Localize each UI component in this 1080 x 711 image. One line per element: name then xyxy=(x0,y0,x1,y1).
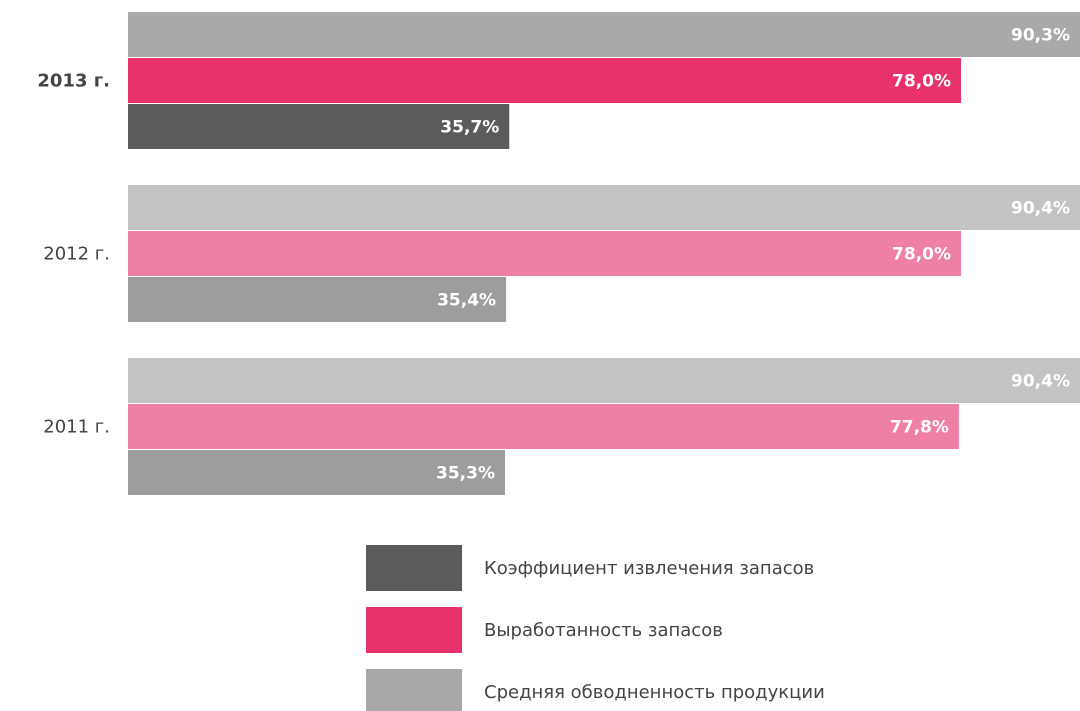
legend-label: Средняя обводненность продукции xyxy=(484,682,825,703)
value-label: 78,0% xyxy=(892,245,951,265)
legend-label: Выработанность запасов xyxy=(484,620,723,641)
bar xyxy=(128,358,1080,403)
value-label: 90,4% xyxy=(1011,372,1070,392)
value-label: 35,3% xyxy=(436,464,495,484)
category-label: 2013 г. xyxy=(37,71,110,92)
bar xyxy=(128,104,510,149)
bar xyxy=(128,277,507,322)
value-label: 90,3% xyxy=(1011,26,1070,46)
legend-swatch xyxy=(366,545,462,591)
value-label: 35,4% xyxy=(437,291,496,311)
legend-swatch xyxy=(366,669,462,711)
value-label: 90,4% xyxy=(1011,199,1070,219)
bar xyxy=(128,58,962,103)
legend-label: Коэффициент извлечения запасов xyxy=(484,558,814,579)
bar xyxy=(128,450,506,495)
value-label: 77,8% xyxy=(890,418,949,438)
bar xyxy=(128,404,959,449)
category-label: 2011 г. xyxy=(43,417,110,438)
value-label: 78,0% xyxy=(892,72,951,92)
value-label: 35,7% xyxy=(440,118,499,138)
bar xyxy=(128,231,962,276)
bar xyxy=(128,12,1080,57)
legend-swatch xyxy=(366,607,462,653)
bar xyxy=(128,185,1080,230)
category-label: 2012 г. xyxy=(43,244,110,265)
